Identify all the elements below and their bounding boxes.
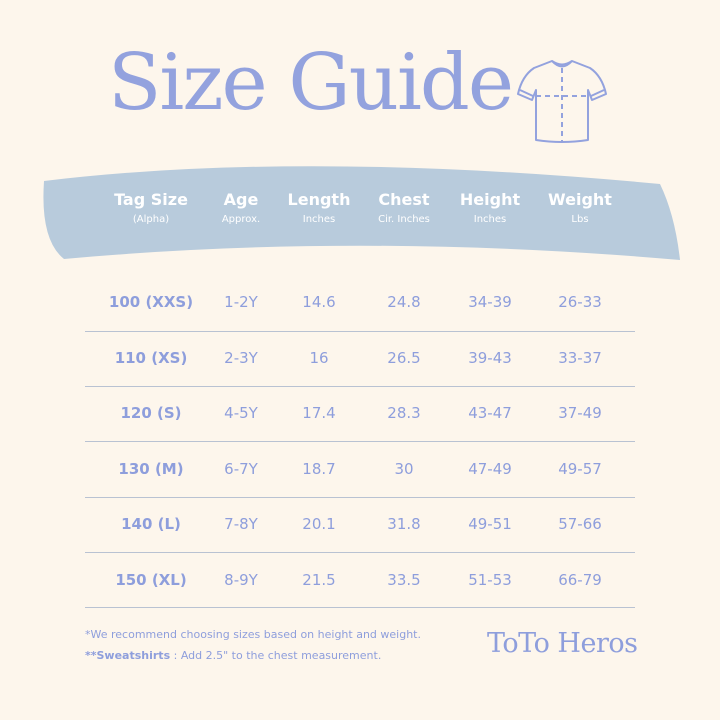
cell-length: 16 [309, 348, 329, 367]
cell-tag-size: 100 (XXS) [108, 293, 194, 311]
header-tag-size: Tag Size (Alpha) [114, 190, 188, 225]
cell-weight: 33-37 [558, 348, 602, 367]
row-divider [85, 496, 635, 498]
cell-chest: 33.5 [387, 570, 421, 589]
cell-height: 49-51 [468, 515, 512, 533]
header-chest: Chest Cir. Inches [378, 190, 430, 225]
header-weight: Weight Lbs [548, 190, 612, 225]
sweatshirt-note: **Sweatshirts : Add 2.5" to the chest me… [85, 649, 382, 662]
cell-age: 2-3Y [224, 348, 258, 367]
cell-length: 14.6 [302, 293, 336, 311]
cell-tag-size: 140 (L) [121, 515, 181, 533]
brand-logo: ToTo Heros [487, 628, 638, 659]
recommend-note: *We recommend choosing sizes based on he… [85, 628, 421, 641]
cell-length: 21.5 [302, 570, 336, 589]
row-divider [85, 607, 635, 608]
row-divider [85, 386, 635, 388]
cell-chest: 28.3 [387, 404, 421, 422]
t-shirt-icon [517, 60, 607, 143]
row-divider [85, 331, 635, 332]
cell-chest: 31.8 [387, 515, 421, 533]
header-height: Height Inches [459, 190, 521, 225]
cell-weight: 66-79 [558, 570, 602, 589]
cell-height: 34-39 [468, 293, 512, 311]
cell-tag-size: 150 (XL) [115, 570, 187, 589]
cell-age: 6-7Y [224, 459, 258, 478]
cell-height: 43-47 [468, 404, 512, 422]
cell-chest: 24.8 [387, 293, 421, 311]
cell-weight: 26-33 [558, 293, 602, 311]
cell-chest: 26.5 [387, 348, 421, 367]
cell-length: 18.7 [302, 459, 336, 478]
cell-height: 47-49 [468, 459, 512, 478]
page-title: Size Guide [108, 38, 514, 128]
cell-weight: 49-57 [558, 459, 602, 478]
cell-chest: 30 [394, 459, 414, 478]
row-divider [85, 551, 635, 553]
row-divider [85, 441, 635, 443]
cell-tag-size: 130 (M) [118, 459, 184, 478]
cell-tag-size: 120 (S) [120, 404, 182, 422]
cell-height: 51-53 [468, 570, 512, 589]
cell-weight: 57-66 [558, 515, 602, 533]
cell-length: 20.1 [302, 515, 336, 533]
cell-length: 17.4 [302, 404, 336, 422]
cell-weight: 37-49 [558, 404, 602, 422]
header-age: Age Approx. [221, 190, 261, 225]
cell-tag-size: 110 (XS) [114, 348, 188, 367]
cell-age: 8-9Y [224, 570, 258, 589]
header-length: Length Inches [287, 190, 351, 225]
cell-age: 7-8Y [224, 515, 258, 533]
cell-height: 39-43 [468, 348, 512, 367]
cell-age: 1-2Y [224, 293, 258, 311]
cell-age: 4-5Y [224, 404, 258, 422]
